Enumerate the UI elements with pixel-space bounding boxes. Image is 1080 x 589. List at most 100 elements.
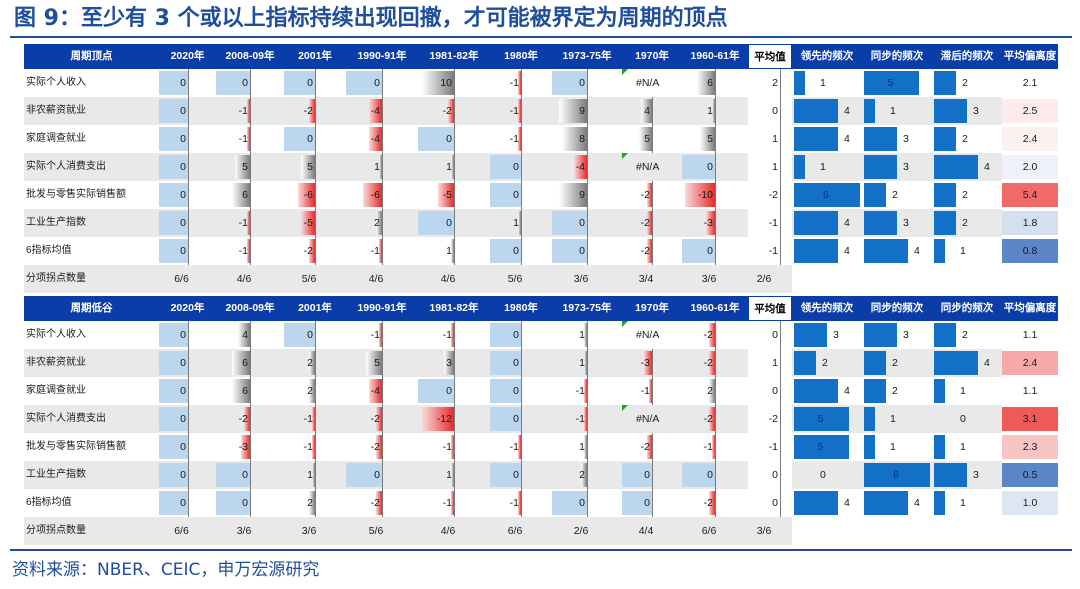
axis-line [382, 181, 383, 209]
year-value: -1 [509, 133, 519, 145]
value-bar [246, 211, 250, 235]
year-cell: -2 [682, 349, 748, 377]
year-cell: #N/A [622, 321, 682, 349]
axis-line [587, 377, 588, 405]
value-bar [312, 435, 316, 459]
column-header: 同步的频次 [870, 50, 924, 62]
value-bar [709, 351, 715, 375]
value-bar [231, 183, 250, 207]
axis-line [188, 433, 189, 461]
value-bar [518, 99, 522, 123]
year-value: 0 [180, 189, 186, 201]
axis-line [382, 97, 383, 125]
year-value: -1 [442, 329, 452, 341]
year-cell: 0 [284, 125, 346, 153]
year-cell: 0 [346, 461, 418, 489]
count-value: 4/6 [440, 525, 456, 537]
value-bar [450, 239, 454, 263]
axis-line [315, 377, 316, 405]
axis-line [188, 181, 189, 209]
year-value: 4 [644, 105, 650, 117]
year-value: 2 [307, 497, 313, 509]
value-bar [490, 155, 521, 179]
year-cell: 0 [552, 237, 622, 265]
value-bar [309, 99, 315, 123]
year-cell: 0 [284, 321, 346, 349]
year-value: 2 [374, 217, 380, 229]
column-header: 1990-91年 [357, 50, 407, 62]
average-cell: 0 [748, 377, 792, 405]
axis-line [780, 321, 781, 349]
axis-line [521, 377, 522, 405]
frequency-bar [794, 435, 849, 459]
axis-line [652, 461, 653, 489]
year-cell: 0 [682, 153, 748, 181]
count-value: 4/6 [236, 273, 252, 285]
year-cell: 0 [346, 69, 418, 97]
row-label: 6指标均值 [26, 245, 72, 256]
year-cell: 2 [284, 349, 346, 377]
value-bar [450, 491, 454, 515]
row-label: 非农薪资就业 [26, 105, 86, 116]
year-cell: 5 [284, 153, 346, 181]
year-value: -1 [509, 105, 519, 117]
value-bar [646, 239, 652, 263]
lag-frequency-cell: 3 [932, 461, 1002, 489]
lead-frequency-cell: 3 [792, 321, 862, 349]
year-cell: 0 [159, 209, 216, 237]
column-header: 平均偏离度 [1003, 50, 1057, 62]
frequency-bar [864, 99, 875, 123]
axis-line [780, 461, 781, 489]
frequency-value: 3 [973, 469, 979, 481]
year-cell: -2 [682, 321, 748, 349]
value-bar [638, 127, 652, 151]
year-value: 2 [307, 385, 313, 397]
row-label: 工业生产指数 [26, 217, 86, 228]
value-bar [301, 155, 315, 179]
year-value: -2 [703, 413, 713, 425]
year-value: 0 [180, 329, 186, 341]
year-value: -2 [640, 245, 650, 257]
year-value: -2 [640, 441, 650, 453]
year-value: 0 [644, 497, 650, 509]
year-cell: -2 [682, 405, 748, 433]
year-value: -4 [575, 161, 585, 173]
axis-line [315, 237, 316, 265]
column-header: 平均偏离度 [1003, 302, 1057, 314]
year-cell: 0 [159, 321, 216, 349]
value-bar [706, 211, 715, 235]
frequency-value: 4 [914, 497, 920, 509]
count-value: 3/6 [701, 273, 717, 285]
year-cell: -2 [622, 181, 682, 209]
year-value: 0 [513, 161, 519, 173]
average-cell: -1 [748, 433, 792, 461]
axis-line [587, 433, 588, 461]
frequency-value: 2 [962, 329, 968, 341]
axis-line [715, 405, 716, 433]
value-bar [216, 71, 250, 95]
count-value: 6/6 [701, 525, 717, 537]
row-label: 分项拐点数量 [26, 525, 86, 536]
year-value: 0 [307, 133, 313, 145]
year-value: 0 [707, 245, 713, 257]
column-header: 领先的频次 [800, 50, 854, 62]
axis-line [188, 237, 189, 265]
flag-icon [622, 153, 628, 159]
year-value: 6 [707, 77, 713, 89]
value-bar [369, 379, 382, 403]
year-value: -2 [703, 329, 713, 341]
year-value: 1 [513, 217, 519, 229]
title-rule [10, 36, 1072, 38]
axis-line [250, 461, 251, 489]
table-row: 批发与零售实际销售额 0 -3 -1 -2 -1 -1 1 -2 -1 -1 5 1 1 2.3 [24, 433, 1058, 461]
value-bar [518, 491, 522, 515]
frequency-bar [864, 491, 908, 515]
year-cell: -1 [682, 433, 748, 461]
value-bar [159, 351, 188, 375]
frequency-bar [864, 351, 886, 375]
footer-rule [10, 549, 1072, 551]
axis-line [315, 97, 316, 125]
year-value: 1 [446, 469, 452, 481]
axis-line [652, 181, 653, 209]
lead-frequency-cell: 4 [792, 237, 862, 265]
